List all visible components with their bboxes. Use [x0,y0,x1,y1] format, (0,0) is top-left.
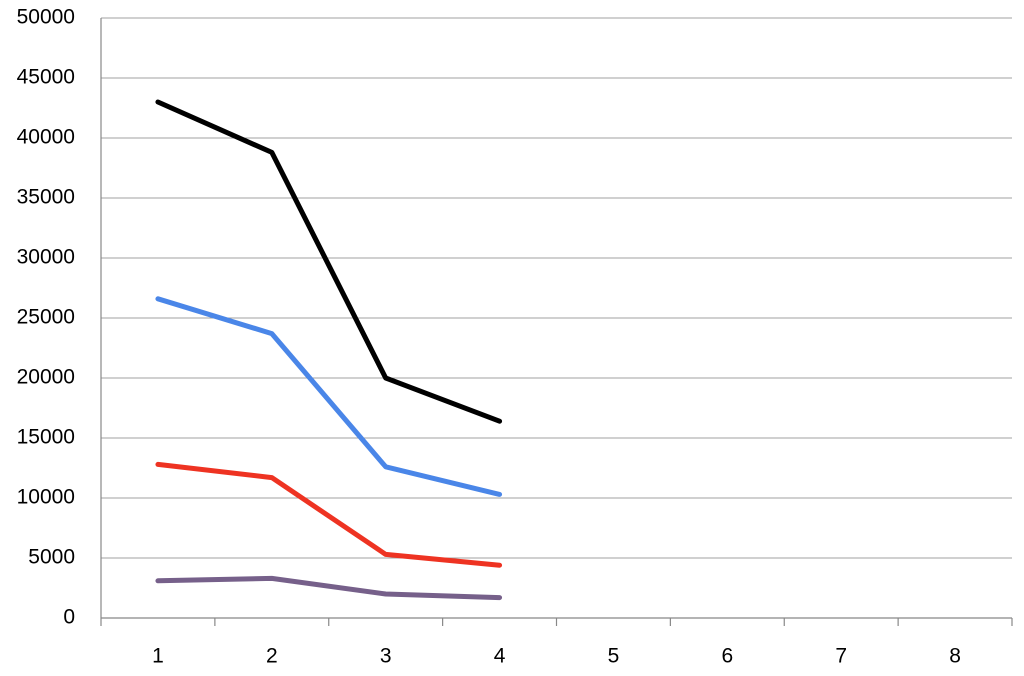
x-tick-label: 5 [608,645,620,668]
x-tick-label: 3 [380,645,392,668]
series-line [155,461,503,568]
y-tick-label: 50000 [17,6,75,29]
series-line [155,296,503,497]
series-line [155,99,503,424]
y-tick-label: 0 [63,606,75,629]
y-tick-label: 10000 [17,486,75,509]
x-tick-label: 4 [494,645,506,668]
x-tick-label: 7 [835,645,847,668]
y-tick-label: 45000 [17,66,75,89]
x-tick-label: 1 [152,645,164,668]
y-tick-label: 15000 [17,426,75,449]
x-tick-label: 6 [721,645,733,668]
x-tick-label: 2 [266,645,278,668]
y-tick-label: 35000 [17,186,75,209]
y-tick-label: 30000 [17,246,75,269]
y-tick-label: 5000 [28,546,75,569]
x-tick-label: 8 [949,645,961,668]
y-tick-label: 25000 [17,306,75,329]
series-line [155,575,503,601]
y-tick-label: 40000 [17,126,75,149]
y-tick-label: 20000 [17,366,75,389]
